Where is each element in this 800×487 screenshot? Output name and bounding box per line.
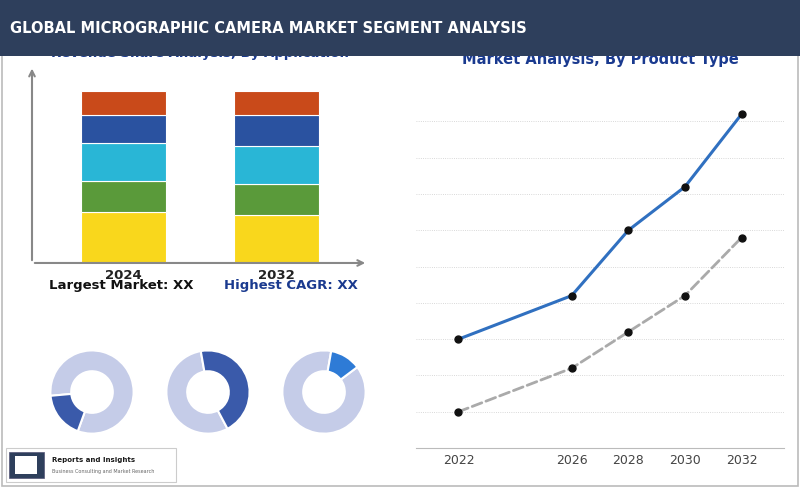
Text: Business Consulting and Market Research: Business Consulting and Market Research	[51, 469, 154, 474]
FancyBboxPatch shape	[6, 449, 177, 482]
Wedge shape	[282, 351, 366, 433]
Wedge shape	[50, 351, 134, 433]
Bar	[234, 147, 319, 184]
Bar	[234, 184, 319, 215]
Wedge shape	[50, 394, 85, 431]
Text: Reports and Insights: Reports and Insights	[51, 456, 134, 463]
Title: Revenue Share Analysis, By Application: Revenue Share Analysis, By Application	[51, 47, 349, 60]
Bar	[234, 115, 319, 147]
Bar	[81, 92, 166, 115]
Bar	[234, 215, 319, 263]
Bar	[234, 92, 319, 115]
Bar	[81, 143, 166, 181]
Bar	[81, 211, 166, 263]
Text: GLOBAL MICROGRAPHIC CAMERA MARKET SEGMENT ANALYSIS: GLOBAL MICROGRAPHIC CAMERA MARKET SEGMEN…	[10, 20, 527, 36]
Text: Highest CAGR: XX: Highest CAGR: XX	[223, 280, 358, 293]
Wedge shape	[201, 351, 250, 429]
Text: Largest Market: XX: Largest Market: XX	[49, 280, 194, 293]
Wedge shape	[166, 351, 227, 433]
Wedge shape	[328, 351, 358, 379]
FancyBboxPatch shape	[14, 456, 38, 474]
FancyBboxPatch shape	[10, 452, 45, 478]
Bar	[81, 115, 166, 143]
Bar	[81, 181, 166, 211]
Title: Market Analysis, By Product Type: Market Analysis, By Product Type	[462, 52, 738, 67]
